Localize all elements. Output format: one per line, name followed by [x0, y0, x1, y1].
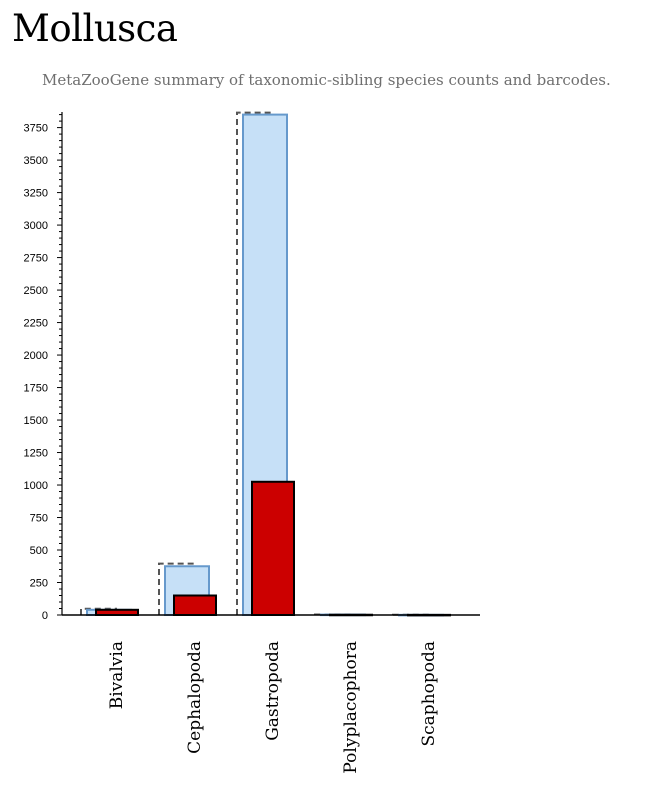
y-tick-label: 1000 — [24, 480, 48, 492]
y-tick-label: 3750 — [24, 123, 48, 135]
y-tick-label: 500 — [30, 545, 48, 557]
y-tick-label: 1750 — [24, 383, 48, 395]
bar-outline-total — [80, 607, 117, 615]
x-tick-label: Gastropoda — [263, 641, 283, 741]
y-tick-label: 1250 — [24, 448, 48, 460]
y-tick-label: 750 — [30, 513, 48, 525]
x-tick-label: Polyplacophora — [341, 641, 361, 774]
y-tick-label: 2750 — [24, 253, 48, 265]
bar-outline-total — [158, 562, 195, 615]
x-axis: Bivalvia Cephalopoda Gastropoda Polyplacoph… — [62, 614, 480, 774]
bar-barcodes — [173, 594, 217, 617]
y-tick-label: 1500 — [24, 415, 48, 427]
y-tick-label: 0 — [42, 610, 48, 622]
y-tick-label: 250 — [30, 578, 48, 590]
page-title: Mollusca — [12, 7, 178, 50]
x-tick-label: Cephalopoda — [185, 641, 205, 754]
y-tick-label: 2500 — [24, 285, 48, 297]
page-subtitle: MetaZooGene summary of taxonomic-sibling… — [42, 71, 611, 89]
y-tick-label: 2000 — [24, 350, 48, 362]
bar-outline-total — [236, 111, 273, 615]
bar-barcodes — [251, 480, 295, 616]
y-tick-label: 2250 — [24, 318, 48, 330]
y-tick-label: 3250 — [24, 188, 48, 200]
x-tick-label: Bivalvia — [107, 641, 127, 709]
y-tick-label: 3000 — [24, 220, 48, 232]
bars — [80, 111, 451, 617]
y-axis: 0 250 500 750 1000 1250 1500 1750 2000 2250 2500 27… — [24, 112, 63, 622]
y-tick-label: 3500 — [24, 155, 48, 167]
x-tick-label: Scaphopoda — [419, 641, 439, 747]
